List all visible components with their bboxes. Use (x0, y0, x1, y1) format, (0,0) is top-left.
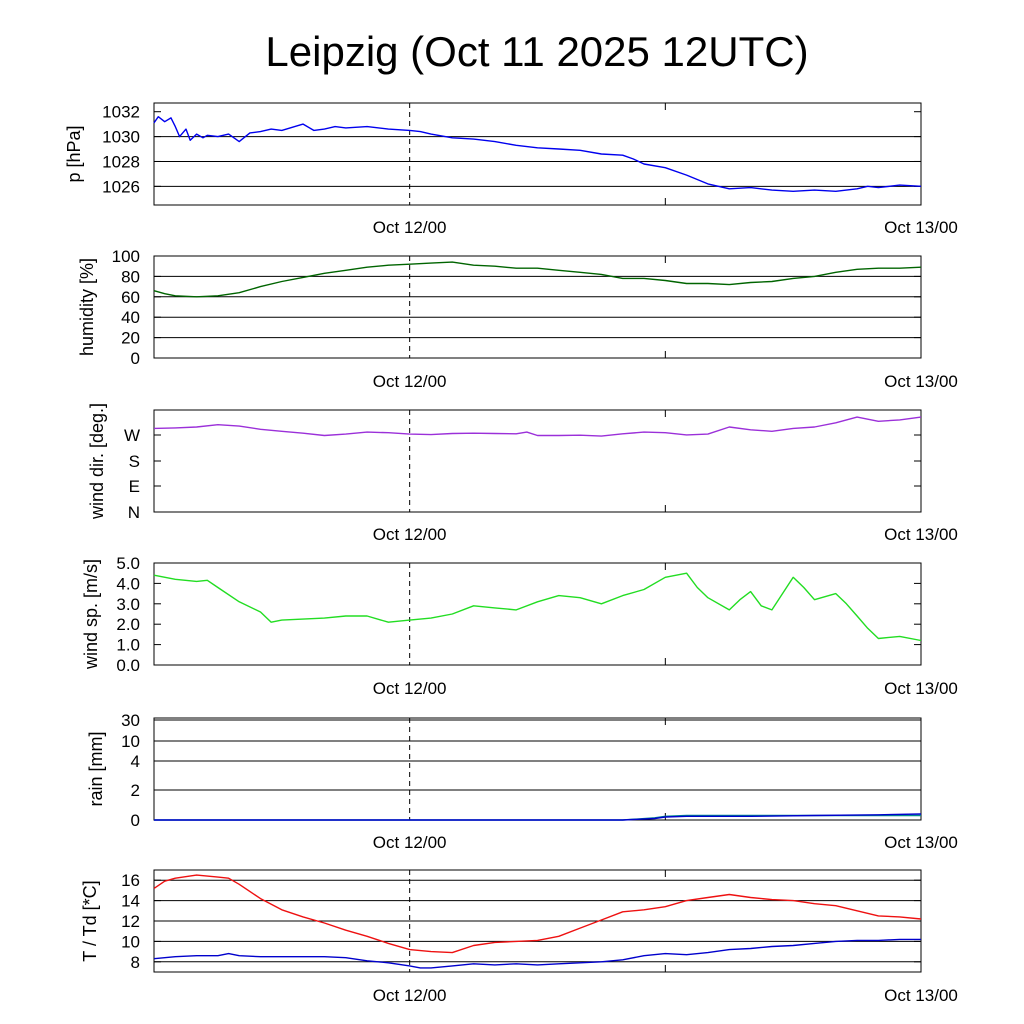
y-axis-label: p [hPa] (64, 125, 84, 182)
x-tick-label: Oct 12/00 (373, 372, 447, 391)
series-line-temperature (153, 874, 922, 954)
x-tick-label: Oct 12/00 (373, 679, 447, 698)
y-tick-label: 4 (131, 752, 140, 771)
series-line-wind_dir (153, 416, 922, 437)
y-tick-label: 5.0 (116, 554, 140, 573)
y-axis-label: humidity [%] (77, 258, 97, 356)
y-axis-label: T / Td [*C] (80, 880, 100, 961)
y-tick-label: 1030 (102, 128, 140, 147)
series-line-dewpoint (153, 938, 921, 969)
y-tick-label: 60 (121, 288, 140, 307)
y-tick-label: 40 (121, 308, 140, 327)
y-tick-label: 2.0 (116, 615, 140, 634)
y-axis-label: rain [mm] (86, 731, 106, 806)
x-tick-label: Oct 12/00 (373, 525, 447, 544)
series-line-rain_a (154, 813, 922, 821)
series-line-humidity (153, 261, 922, 298)
y-tick-label: 16 (121, 871, 140, 890)
y-tick-label: S (129, 452, 140, 471)
y-axis-label: wind sp. [m/s] (81, 559, 101, 670)
y-tick-label: 4.0 (116, 574, 140, 593)
y-tick-label: 10 (121, 732, 140, 751)
x-tick-label: Oct 13/00 (884, 986, 958, 1005)
y-tick-label: 1032 (102, 103, 140, 122)
y-tick-label: 1028 (102, 152, 140, 171)
y-tick-label: 2 (131, 781, 140, 800)
panel-4: 5.04.0 3.02.0 1.00.0 wind sp. [m/s] Oct 12/0… (81, 554, 958, 698)
y-tick-label: W (124, 426, 140, 445)
y-tick-label: 20 (121, 329, 140, 348)
y-tick-label: 3.0 (116, 595, 140, 614)
y-tick-label: 30 (121, 711, 140, 730)
series-line-wind_speed (153, 572, 922, 642)
plot-frame (153, 562, 922, 666)
y-tick-label: N (128, 503, 140, 522)
x-tick-label: Oct 12/00 (373, 986, 447, 1005)
y-tick-label: 8 (131, 953, 140, 972)
y-tick-label: 100 (112, 247, 140, 266)
chart-title: Leipzig (Oct 11 2025 12UTC) (265, 28, 808, 75)
x-tick-label: Oct 13/00 (884, 679, 958, 698)
y-tick-label: 12 (121, 912, 140, 931)
y-tick-label: 1.0 (116, 636, 140, 655)
plot-frame (153, 255, 922, 359)
y-tick-label: 1026 (102, 177, 140, 196)
y-tick-label: 0 (131, 811, 140, 830)
x-tick-label: Oct 13/00 (884, 218, 958, 237)
x-tick-label: Oct 13/00 (884, 372, 958, 391)
y-tick-label: 0 (131, 349, 140, 368)
y-axis-label: wind dir. [deg.] (87, 403, 107, 520)
x-tick-label: Oct 13/00 (884, 833, 958, 852)
series-line-pressure (153, 115, 922, 193)
x-tick-label: Oct 12/00 (373, 218, 447, 237)
y-tick-label: 0.0 (116, 656, 140, 675)
y-tick-label: E (129, 477, 140, 496)
x-tick-label: Oct 13/00 (884, 525, 958, 544)
x-tick-label: Oct 12/00 (373, 833, 447, 852)
y-tick-label: 80 (121, 267, 140, 286)
panel-1: 1032 1030 1028 1026 p [hPa] Oct 12/00 Oct 13/0… (64, 102, 958, 237)
panel-5: 30 104 2 0 rain [mm] Oct 12/00 Oct 13/00 (86, 711, 958, 852)
y-tick-label: 14 (121, 892, 140, 911)
y-tick-label: 10 (121, 932, 140, 951)
plot-frame (153, 102, 922, 206)
